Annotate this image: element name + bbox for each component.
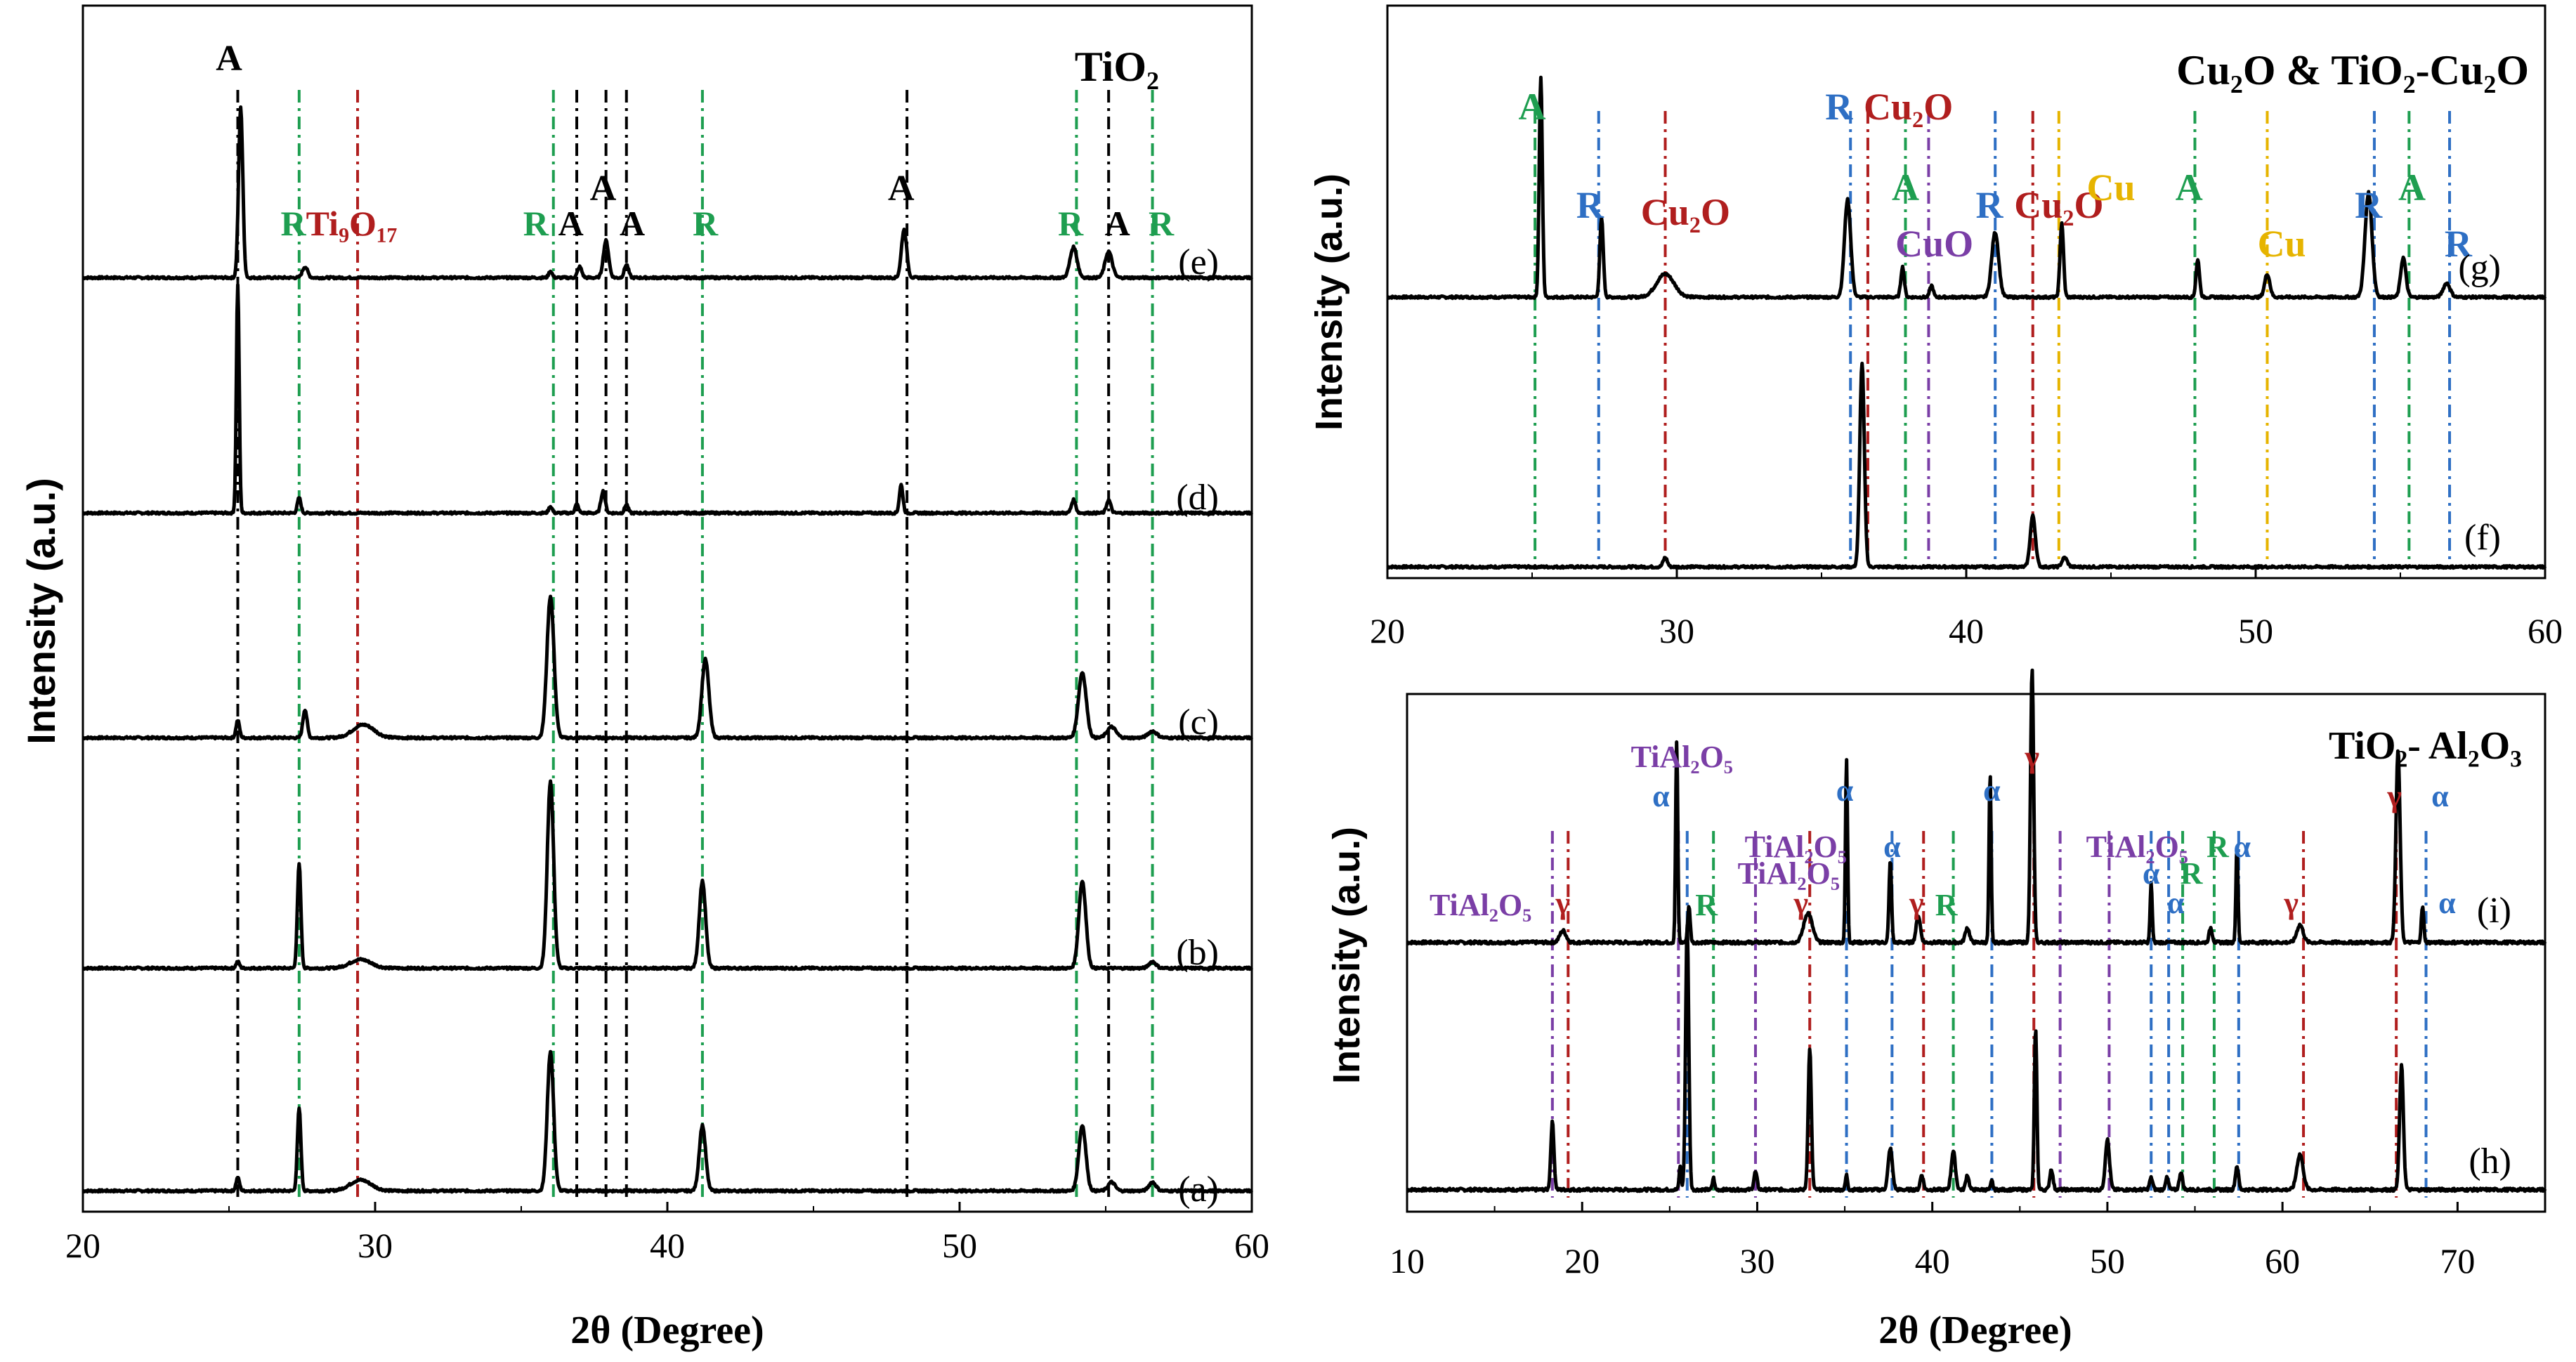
phase-annotation: TiAl₂O₅ [1631, 740, 1733, 774]
phase-annotation: Cu [2258, 223, 2306, 265]
phase-annotation: Cu₂O [1641, 191, 1730, 233]
phase-annotation: TiAl₂O₅ [1745, 830, 1847, 864]
phase-annotation: Cu₂O [2014, 184, 2103, 226]
x-tick-label: 50 [2238, 611, 2273, 650]
panel-tio2: 20 30 40 50 60 AR Ti₉O₁₇ R AAA RAR A R (a)(b)(c)(d… [19, 4, 1269, 1352]
x-tick-label: 10 [1390, 1241, 1425, 1281]
series-label: (e) [1178, 242, 1219, 282]
chart-title: TiO₂ [1075, 44, 1159, 90]
series-label: (g) [2458, 248, 2501, 288]
phase-annotation: α [2143, 856, 2160, 891]
phase-annotation: R [2355, 184, 2383, 226]
phase-annotation: R [2181, 856, 2204, 891]
xrd-pattern-f [1386, 361, 2547, 570]
series-label: (h) [2469, 1141, 2511, 1181]
series-label: (f) [2464, 518, 2501, 558]
plot-frame [1406, 693, 2546, 1213]
xrd-pattern-g [1386, 75, 2547, 301]
phase-annotation: R [2206, 830, 2230, 864]
phase-annotation: A [1892, 166, 1919, 209]
xrd-pattern-b [81, 779, 1254, 971]
phase-annotation: γ [1793, 886, 1808, 920]
x-tick-label: 30 [1659, 611, 1694, 650]
phase-annotation: A [558, 204, 584, 243]
x-tick-label: 20 [1564, 1241, 1600, 1281]
phase-annotation: α [1836, 773, 1854, 808]
panel-al2o3: 10 20 30 40 50 60 70 TiAl₂O₅ γTiAl₂O₅αRTiAl₂O₅T… [1326, 668, 2547, 1352]
phase-annotation: R [1149, 204, 1175, 243]
y-axis-label: Intensity (a.u.) [19, 478, 63, 745]
x-tick-label: 30 [1739, 1241, 1774, 1281]
x-tick-label: 50 [2090, 1241, 2125, 1281]
series-label: (c) [1178, 702, 1219, 742]
chart-title: TiO₂- Al₂O₃ [2329, 724, 2522, 768]
phase-annotation: R [1058, 204, 1084, 243]
x-tick-label: 50 [942, 1226, 977, 1265]
x-tick-label: 40 [1915, 1241, 1950, 1281]
phase-annotation: γ [1555, 886, 1571, 920]
phase-annotation: γ [2024, 740, 2039, 774]
x-axis-label: 2θ (Degree) [570, 1309, 764, 1352]
phase-annotation: R [1975, 184, 2003, 226]
phase-annotation: α [2431, 779, 2449, 813]
phase-annotation: γ [1909, 886, 1924, 920]
phase-annotation: R [1935, 888, 1959, 922]
phase-annotation: α [1983, 773, 2001, 808]
phase-annotation: A [888, 169, 915, 209]
phase-annotation: Cu₂O [1864, 86, 1953, 128]
series-label: (i) [2477, 891, 2511, 931]
phase-annotation: α [2234, 830, 2251, 864]
phase-annotation: A [590, 169, 617, 209]
phase-annotation: Ti₉O₁₇ [306, 204, 398, 243]
phase-annotation: α [1652, 779, 1670, 813]
phase-annotation: α [2438, 886, 2456, 920]
phase-annotation: α [2167, 886, 2185, 920]
phase-annotation: Cu [2086, 166, 2135, 209]
x-axis-label: 2θ (Degree) [1878, 1309, 2072, 1352]
phase-annotation: R [1695, 888, 1718, 922]
xrd-pattern-e [81, 105, 1254, 281]
phase-annotation: α [1883, 830, 1901, 864]
xrd-pattern-a [81, 1049, 1254, 1194]
phase-annotation: A [620, 204, 645, 243]
phase-annotation: A [1519, 86, 1546, 128]
series-label: (a) [1178, 1170, 1219, 1210]
phase-annotation: R [693, 204, 719, 243]
x-tick-label: 40 [1949, 611, 1984, 650]
phase-annotation: A [2176, 166, 2203, 209]
x-tick-label: 20 [1370, 611, 1405, 650]
chart-title: Cu₂O & TiO₂-Cu₂O [2176, 47, 2529, 93]
x-tick-label: 30 [358, 1226, 393, 1265]
phase-annotation: R [1825, 86, 1853, 128]
phase-annotation: A [1105, 204, 1130, 243]
series-label: (d) [1176, 478, 1219, 518]
x-tick-label: 60 [1234, 1226, 1269, 1265]
xrd-pattern-i [1406, 668, 2547, 946]
phase-annotation: R [280, 204, 306, 243]
x-tick-label: 40 [650, 1226, 685, 1265]
y-axis-label: Intensity (a.u.) [1326, 827, 1368, 1084]
xrd-pattern-h [1406, 923, 2547, 1193]
phase-annotation: R [2445, 223, 2473, 265]
phase-annotation: γ [2283, 886, 2299, 920]
phase-annotation: TiAl₂O₅ [1738, 856, 1840, 891]
phase-annotation: γ [2386, 779, 2402, 813]
phase-annotation: TiAl₂O₅ [2086, 830, 2188, 864]
phase-annotation: TiAl₂O₅ [1430, 888, 1531, 922]
series-label: (b) [1176, 933, 1219, 973]
y-axis-label: Intensity (a.u.) [1308, 173, 1350, 431]
xrd-pattern-c [81, 594, 1254, 741]
phase-annotation: R [523, 204, 549, 243]
x-tick-label: 60 [2265, 1241, 2300, 1281]
xrd-pattern-d [81, 283, 1254, 516]
x-tick-label: 70 [2440, 1241, 2475, 1281]
phase-annotation: CuO [1895, 223, 1973, 265]
phase-annotation: A [216, 39, 242, 79]
x-tick-label: 60 [2528, 611, 2563, 650]
x-tick-label: 20 [65, 1226, 100, 1265]
phase-annotation: R [1576, 184, 1604, 226]
phase-annotation: A [2398, 166, 2426, 209]
